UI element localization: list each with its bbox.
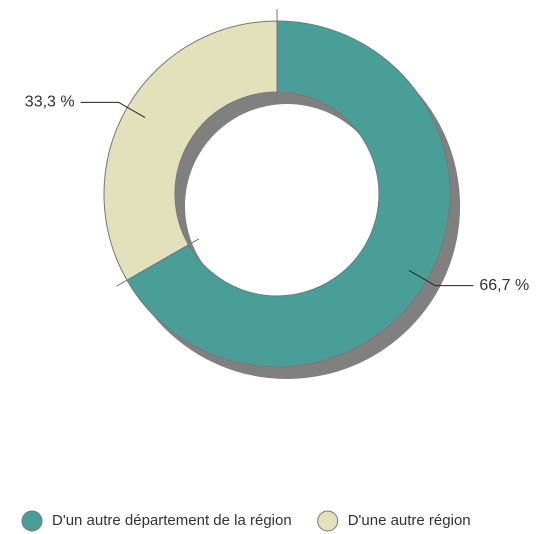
- slice-divider: [116, 238, 200, 287]
- donut-slice: [126, 20, 451, 368]
- legend-swatch: [21, 510, 43, 532]
- donut-slice: [103, 20, 278, 281]
- value-label: 66,7 %: [479, 277, 529, 294]
- value-label: 33,3 %: [25, 94, 75, 111]
- leader-line: [408, 269, 474, 287]
- leader-line: [80, 101, 146, 119]
- legend-label: D'une autre région: [348, 512, 471, 529]
- legend-swatch: [317, 510, 339, 532]
- legend-label: D'un autre département de la région: [52, 512, 292, 529]
